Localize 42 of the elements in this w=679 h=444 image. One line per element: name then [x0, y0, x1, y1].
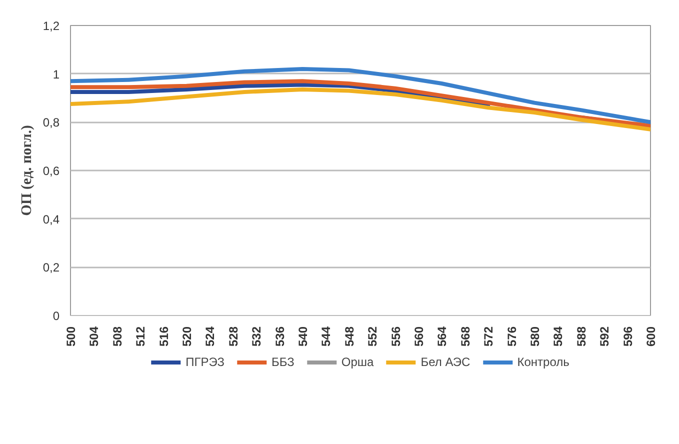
y-tick-label: 0,8: [42, 116, 60, 130]
y-tick-label: 0,4: [42, 212, 60, 226]
line-series: [70, 79, 650, 128]
x-tick-label: 588: [574, 326, 588, 347]
x-tick-label: 584: [551, 326, 566, 347]
x-tick-label: 536: [272, 326, 287, 347]
x-tick-label: 512: [134, 326, 148, 347]
x-tick-label: 508: [110, 326, 124, 347]
y-tick-label: 0,2: [42, 260, 60, 275]
x-tick-label: 544: [319, 326, 334, 347]
x-tick-label: 596: [620, 326, 635, 347]
x-tick-label: 528: [226, 326, 240, 347]
x-tick-label: 520: [180, 326, 194, 347]
x-tick-label: 504: [87, 326, 102, 347]
legend-label: ББЗ: [272, 355, 294, 369]
legend-label: Бел АЭС: [420, 355, 470, 369]
legend-label: Контроль: [517, 355, 570, 369]
y-tick-label: 0,6: [42, 164, 60, 178]
line-series: [70, 67, 650, 124]
x-tick-label: 592: [598, 326, 612, 347]
x-tick-label: 552: [366, 326, 380, 347]
y-tick-label: 1: [52, 67, 60, 82]
x-tick-label: 556: [388, 326, 403, 347]
x-tick-label: 572: [482, 326, 496, 347]
x-tick-label: 540: [296, 326, 310, 347]
y-tick-label: 0: [52, 309, 60, 323]
legend-label: ПГРЭЗ: [186, 355, 225, 369]
x-tick-label: 516: [156, 326, 171, 347]
x-tick-label: 576: [504, 326, 519, 347]
x-tick-label: 564: [435, 326, 450, 347]
y-axis-title: ОП (ед. погл.): [18, 124, 35, 216]
x-tick-label: 532: [250, 326, 264, 347]
y-tick-label: 1,2: [42, 19, 60, 33]
x-tick-label: 568: [458, 326, 472, 347]
x-tick-label: 500: [64, 326, 78, 347]
x-tick-label: 600: [644, 326, 658, 347]
x-tick-label: 560: [412, 326, 426, 347]
line-series: [70, 88, 650, 132]
x-tick-label: 580: [528, 326, 542, 347]
x-tick-label: 524: [203, 326, 218, 347]
legend-label: Орша: [341, 355, 374, 369]
x-tick-label: 548: [342, 326, 356, 347]
